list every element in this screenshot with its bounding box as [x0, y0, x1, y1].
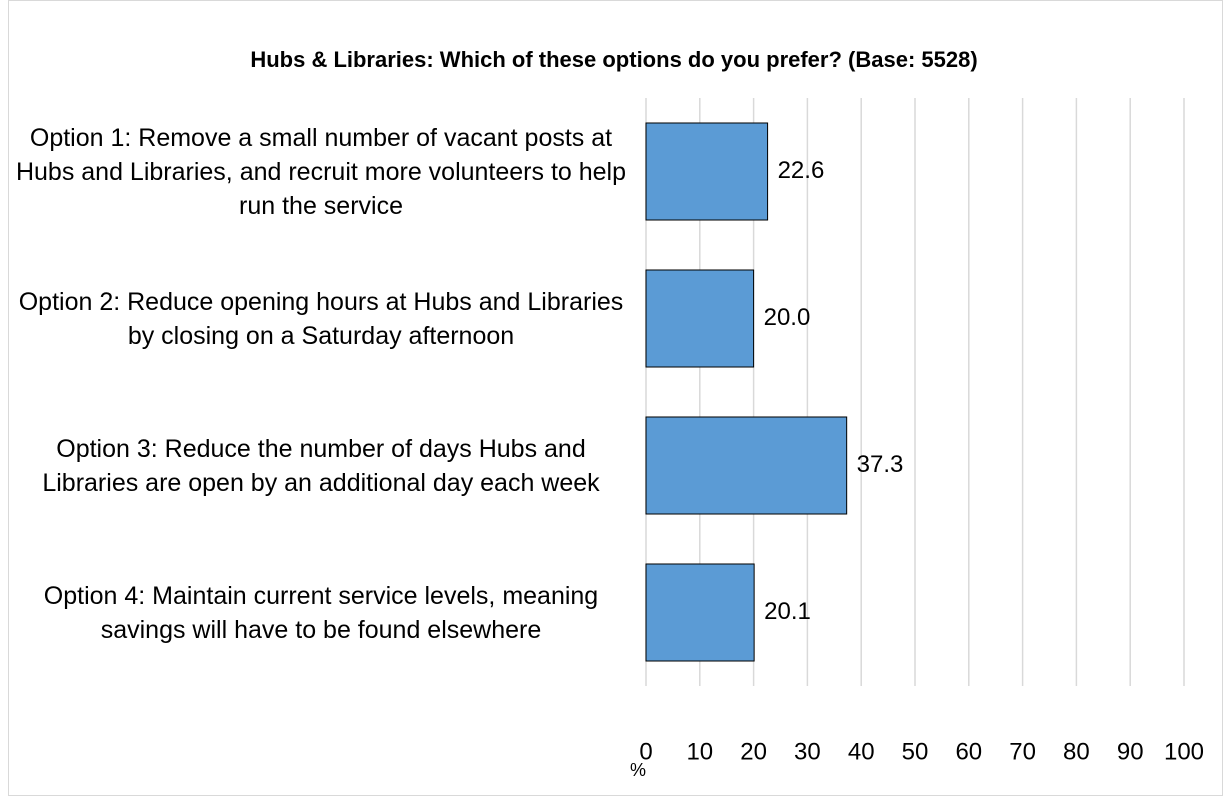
bar — [645, 269, 755, 368]
data-label: 20.1 — [764, 598, 811, 625]
x-tick-label: 40 — [848, 738, 875, 765]
chart-title: Hubs & Libraries: Which of these options… — [250, 47, 977, 72]
y-tick-label: Option 1: Remove a small number of vacan… — [15, 123, 627, 220]
y-tick-label: Option 4: Maintain current service level… — [43, 581, 599, 644]
x-tick-label: 50 — [902, 738, 929, 765]
x-tick-label: 90 — [1117, 738, 1144, 765]
bar — [645, 416, 848, 515]
x-tick-label: 70 — [1009, 738, 1036, 765]
x-tick-label: 100 — [1164, 738, 1204, 765]
data-label: 22.6 — [778, 157, 825, 184]
y-tick-label: Option 2: Reduce opening hours at Hubs a… — [18, 287, 624, 350]
chart: Hubs & Libraries: Which of these options… — [250, 47, 1204, 780]
x-tick-label: 60 — [955, 738, 982, 765]
data-label: 37.3 — [857, 451, 904, 478]
bar — [645, 122, 769, 221]
x-axis-label: % — [630, 760, 646, 780]
data-label: 20.0 — [764, 304, 811, 331]
x-tick-label: 0 — [639, 738, 652, 765]
y-tick-label: Option 3: Reduce the number of days Hubs… — [42, 434, 600, 497]
x-tick-label: 80 — [1063, 738, 1090, 765]
x-tick-label: 30 — [794, 738, 821, 765]
bar — [645, 563, 755, 662]
chart-frame: Hubs & Libraries: Which of these options… — [8, 0, 1223, 796]
x-tick-label: 20 — [740, 738, 767, 765]
x-tick-label: 10 — [686, 738, 713, 765]
